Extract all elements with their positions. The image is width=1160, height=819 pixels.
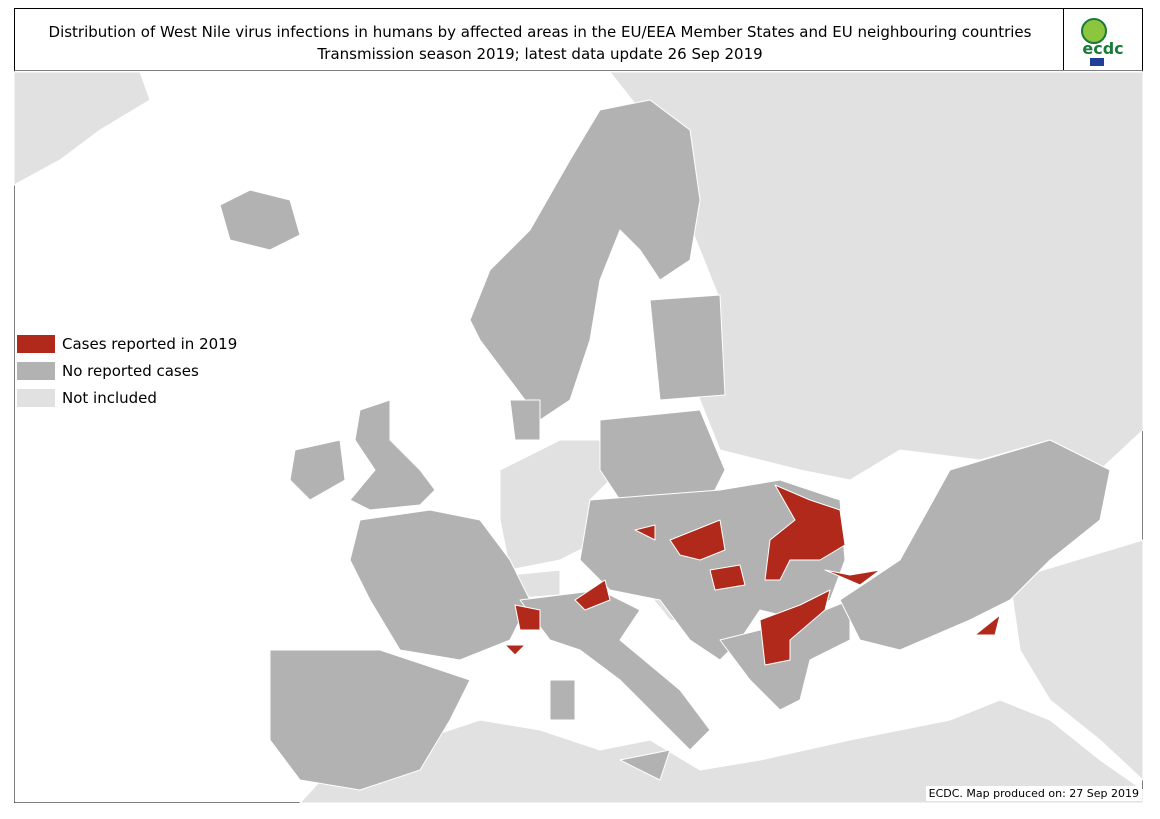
affected-cyprus — [974, 614, 1001, 636]
france — [349, 509, 531, 661]
legend-item: Cases reported in 2019 — [16, 330, 237, 357]
denmark — [509, 399, 541, 441]
iceland — [219, 189, 301, 251]
subtitle: Transmission season 2019; latest data up… — [317, 45, 763, 63]
affected-austria — [634, 524, 656, 541]
united-kingdom — [349, 399, 436, 511]
legend-label: Not included — [62, 388, 157, 407]
ireland — [289, 439, 346, 501]
middle-east — [1009, 539, 1143, 781]
affected-italy — [574, 579, 611, 611]
map — [14, 70, 1143, 803]
turkey — [839, 439, 1111, 651]
affected-romania — [764, 484, 846, 581]
logo-globe — [1081, 18, 1107, 44]
affected-bulgaria-turkey — [824, 569, 881, 586]
legend-swatch — [16, 360, 56, 381]
affected-france-2 — [504, 644, 526, 656]
iberia — [269, 649, 471, 791]
title: Distribution of West Nile virus infectio… — [48, 23, 1032, 41]
header: Distribution of West Nile virus infectio… — [14, 8, 1143, 71]
north-africa — [299, 699, 1143, 803]
logo: ecdc — [1063, 9, 1142, 70]
legend-label: Cases reported in 2019 — [62, 334, 238, 353]
baltics — [649, 294, 726, 401]
affected-hungary — [669, 519, 726, 561]
greenland — [14, 71, 151, 186]
legend-item: No reported cases — [16, 357, 237, 384]
legend: Cases reported in 2019 No reported cases N… — [16, 330, 237, 411]
logo-icon — [1081, 18, 1107, 66]
sicily — [619, 749, 671, 781]
italy — [519, 589, 711, 751]
affected-greece — [759, 589, 831, 666]
title-block: Distribution of West Nile virus infectio… — [15, 21, 1065, 65]
legend-item: Not included — [16, 384, 237, 411]
logo-flag — [1090, 58, 1104, 66]
legend-swatch — [16, 333, 56, 354]
affected-france — [514, 604, 541, 631]
affected-serbia — [709, 564, 746, 591]
logo-text: ecdc — [1082, 39, 1124, 58]
legend-label: No reported cases — [62, 361, 199, 380]
legend-swatch — [16, 387, 56, 408]
sardinia — [549, 679, 576, 721]
credit: ECDC. Map produced on: 27 Sep 2019 — [925, 786, 1142, 801]
